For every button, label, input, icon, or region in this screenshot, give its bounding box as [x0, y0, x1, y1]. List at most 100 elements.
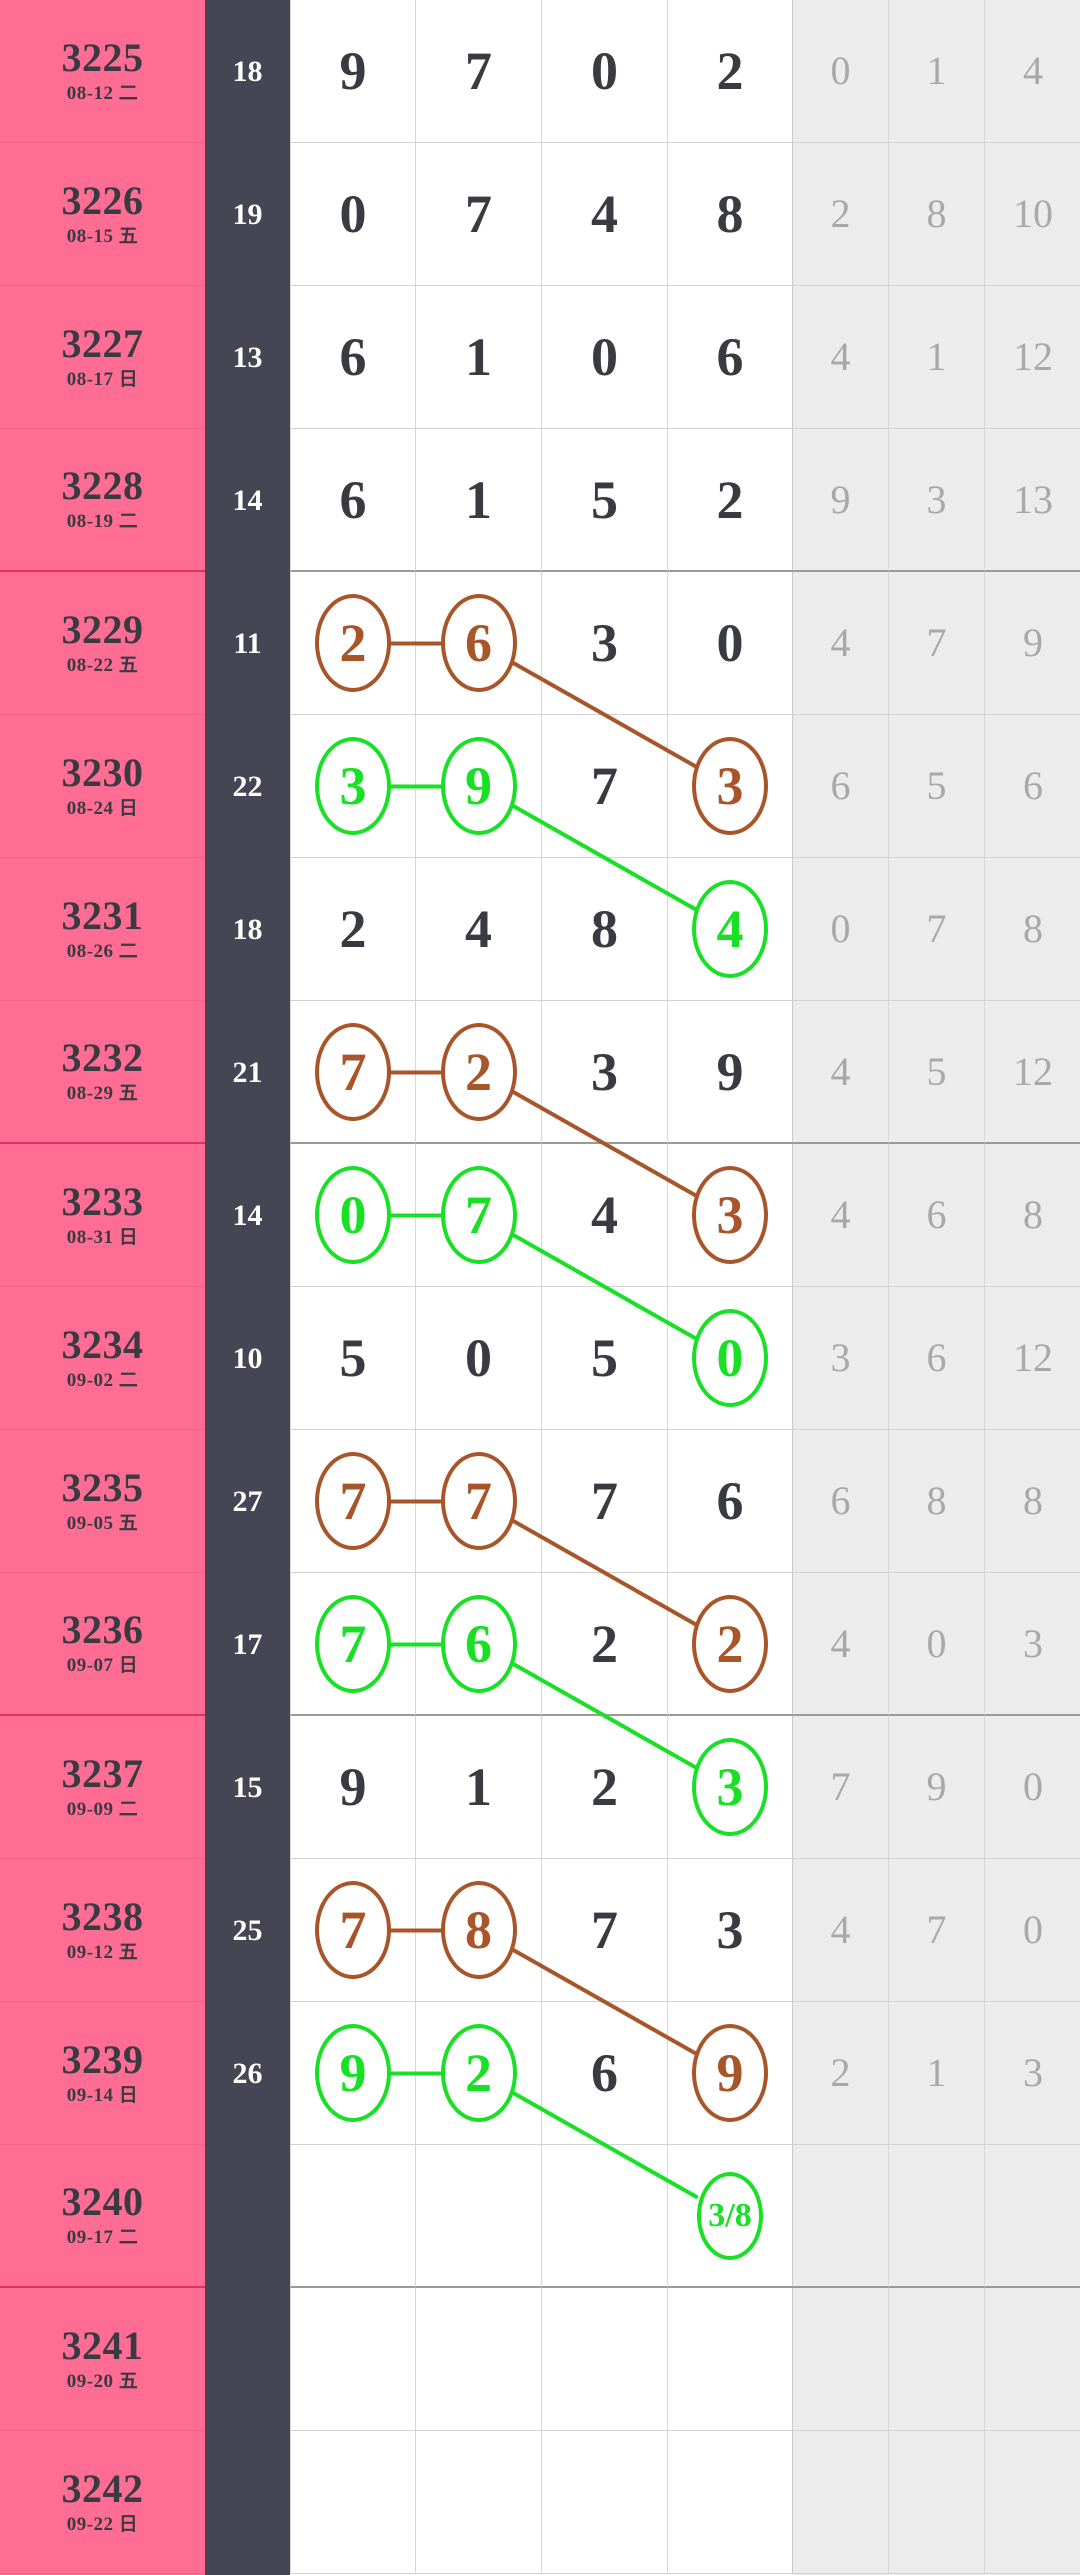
issue-cell[interactable]: 3228 08-19 二	[0, 429, 205, 572]
digit-cell[interactable]: 2	[416, 1001, 542, 1144]
issue-cell[interactable]: 3235 09-05 五	[0, 1430, 205, 1573]
issue-cell[interactable]: 3241 09-20 五	[0, 2288, 205, 2431]
digit-cell[interactable]: 7	[290, 1573, 416, 1716]
digit-cell[interactable]: 9	[668, 1001, 794, 1144]
issue-cell[interactable]: 3225 08-12 二	[0, 0, 205, 143]
table-row[interactable]: 3227 08-17 日 13 6 1 0 6 4 1 12	[0, 286, 1080, 429]
digit-cell[interactable]: 1	[416, 286, 542, 429]
digit-cell[interactable]: 2	[668, 0, 794, 143]
digit-cell[interactable]: 7	[542, 1430, 668, 1573]
issue-cell[interactable]: 3239 09-14 日	[0, 2002, 205, 2145]
digit-cell[interactable]: 0	[668, 572, 794, 715]
digit-cell[interactable]: 9	[290, 0, 416, 143]
digit-cell[interactable]: 7	[542, 1859, 668, 2002]
digit-cell[interactable]: 2	[542, 1573, 668, 1716]
issue-cell[interactable]: 3230 08-24 日	[0, 715, 205, 858]
digit-cell[interactable]: 6	[290, 429, 416, 572]
digit-cell[interactable]	[290, 2145, 416, 2288]
table-row[interactable]: 3239 09-14 日 26 9 2 6 9 2 1 3	[0, 2002, 1080, 2145]
digit-cell[interactable]: 0	[290, 143, 416, 286]
digit-cell[interactable]: 6	[416, 1573, 542, 1716]
digit-cell[interactable]: 0	[668, 1287, 794, 1430]
digit-cell[interactable]	[416, 2431, 542, 2574]
digit-cell[interactable]: 0	[542, 286, 668, 429]
digit-cell[interactable]: 3	[668, 715, 794, 858]
table-row[interactable]: 3233 08-31 日 14 0 7 4 3 4 6 8	[0, 1144, 1080, 1287]
digit-cell[interactable]: 2	[290, 572, 416, 715]
digit-cell[interactable]: 4	[416, 858, 542, 1001]
digit-cell[interactable]: 3	[668, 1716, 794, 1859]
digit-cell[interactable]: 7	[416, 143, 542, 286]
digit-cell[interactable]	[416, 2145, 542, 2288]
table-row[interactable]: 3236 09-07 日 17 7 6 2 2 4 0 3	[0, 1573, 1080, 1716]
digit-cell[interactable]: 4	[542, 1144, 668, 1287]
issue-cell[interactable]: 3231 08-26 二	[0, 858, 205, 1001]
digit-cell[interactable]: 3	[290, 715, 416, 858]
digit-cell[interactable]: 9	[668, 2002, 794, 2145]
digit-cell[interactable]: 0	[416, 1287, 542, 1430]
digit-cell[interactable]	[542, 2431, 668, 2574]
digit-cell[interactable]: 5	[290, 1287, 416, 1430]
digit-cell[interactable]: 7	[416, 1144, 542, 1287]
issue-cell[interactable]: 3232 08-29 五	[0, 1001, 205, 1144]
digit-cell[interactable]: 6	[290, 286, 416, 429]
digit-cell[interactable]: 5	[542, 429, 668, 572]
digit-cell[interactable]	[542, 2145, 668, 2288]
table-row[interactable]: 3237 09-09 二 15 9 1 2 3 7 9 0	[0, 1716, 1080, 1859]
digit-cell[interactable]: 7	[290, 1859, 416, 2002]
digit-cell[interactable]: 6	[668, 286, 794, 429]
digit-cell[interactable]: 7	[416, 0, 542, 143]
table-row[interactable]: 3241 09-20 五	[0, 2288, 1080, 2431]
digit-cell[interactable]: 0	[542, 0, 668, 143]
digit-cell[interactable]: 3	[542, 1001, 668, 1144]
digit-cell[interactable]: 7	[290, 1430, 416, 1573]
issue-cell[interactable]: 3233 08-31 日	[0, 1144, 205, 1287]
digit-cell[interactable]: 8	[668, 143, 794, 286]
digit-cell[interactable]: 6	[668, 1430, 794, 1573]
table-row[interactable]: 3240 09-17 二 3/8	[0, 2145, 1080, 2288]
digit-cell[interactable]: 6	[542, 2002, 668, 2145]
issue-cell[interactable]: 3226 08-15 五	[0, 143, 205, 286]
issue-cell[interactable]: 3229 08-22 五	[0, 572, 205, 715]
digit-cell[interactable]: 9	[290, 1716, 416, 1859]
digit-cell[interactable]: 9	[290, 2002, 416, 2145]
digit-cell[interactable]: 2	[668, 429, 794, 572]
table-row[interactable]: 3230 08-24 日 22 3 9 7 3 6 5 6	[0, 715, 1080, 858]
issue-cell[interactable]: 3236 09-07 日	[0, 1573, 205, 1716]
table-row[interactable]: 3234 09-02 二 10 5 0 5 0 3 6 12	[0, 1287, 1080, 1430]
issue-cell[interactable]: 3234 09-02 二	[0, 1287, 205, 1430]
digit-cell[interactable]: 3	[668, 1144, 794, 1287]
digit-cell[interactable]: 6	[416, 572, 542, 715]
issue-cell[interactable]: 3240 09-17 二	[0, 2145, 205, 2288]
issue-cell[interactable]: 3238 09-12 五	[0, 1859, 205, 2002]
table-row[interactable]: 3228 08-19 二 14 6 1 5 2 9 3 13	[0, 429, 1080, 572]
issue-cell[interactable]: 3227 08-17 日	[0, 286, 205, 429]
digit-cell[interactable]: 2	[668, 1573, 794, 1716]
issue-cell[interactable]: 3242 09-22 日	[0, 2431, 205, 2574]
digit-cell[interactable]: 7	[416, 1430, 542, 1573]
digit-cell[interactable]: 7	[542, 715, 668, 858]
table-row[interactable]: 3235 09-05 五 27 7 7 7 6 6 8 8	[0, 1430, 1080, 1573]
table-row[interactable]: 3242 09-22 日	[0, 2431, 1080, 2574]
table-row[interactable]: 3232 08-29 五 21 7 2 3 9 4 5 12	[0, 1001, 1080, 1144]
digit-cell[interactable]: 1	[416, 429, 542, 572]
table-row[interactable]: 3238 09-12 五 25 7 8 7 3 4 7 0	[0, 1859, 1080, 2002]
digit-cell[interactable]	[290, 2288, 416, 2431]
digit-cell[interactable]: 3	[668, 1859, 794, 2002]
digit-cell[interactable]: 4	[668, 858, 794, 1001]
issue-cell[interactable]: 3237 09-09 二	[0, 1716, 205, 1859]
digit-cell[interactable]	[290, 2431, 416, 2574]
digit-cell[interactable]: 9	[416, 715, 542, 858]
digit-cell[interactable]	[416, 2288, 542, 2431]
digit-cell[interactable]: 4	[542, 143, 668, 286]
digit-cell[interactable]: 0	[290, 1144, 416, 1287]
table-row[interactable]: 3229 08-22 五 11 2 6 3 0 4 7 9	[0, 572, 1080, 715]
digit-cell[interactable]: 2	[542, 1716, 668, 1859]
digit-cell[interactable]: 2	[290, 858, 416, 1001]
digit-cell[interactable]	[542, 2288, 668, 2431]
digit-cell[interactable]	[668, 2288, 794, 2431]
digit-cell[interactable]	[668, 2431, 794, 2574]
digit-cell[interactable]: 1	[416, 1716, 542, 1859]
digit-cell[interactable]: 7	[290, 1001, 416, 1144]
digit-cell[interactable]: 2	[416, 2002, 542, 2145]
